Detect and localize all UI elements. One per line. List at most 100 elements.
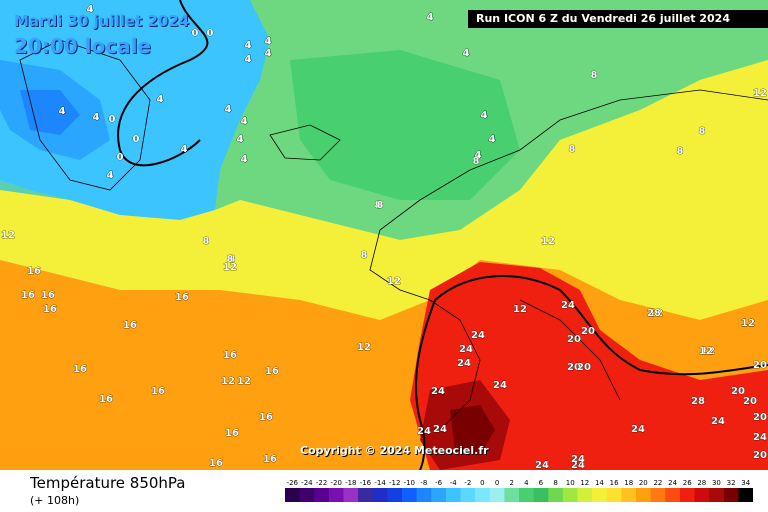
isotherm-label: 4 [59,106,66,117]
isotherm-label: 16 [41,290,55,301]
isotherm-label: 24 [493,380,507,391]
isotherm-label: 8 [677,146,684,157]
legend-swatch [606,488,622,502]
isotherm-label: 12 [741,318,755,329]
isotherm-zero-line [117,0,209,167]
isotherm-label: 16 [209,458,223,469]
isotherm-label: 24 [417,426,431,437]
legend-label: 30 [712,479,721,487]
isotherm-label: 24 [711,416,725,427]
legend-label: 26 [683,479,692,487]
isotherm-twenty-line [415,275,768,470]
legend-swatch [723,488,739,502]
isotherm-label: 16 [263,454,277,465]
isotherm-label: 24 [459,344,473,355]
legend-swatch [431,488,447,502]
legend-swatch [665,488,681,502]
forecast-date: Mardi 30 juillet 2024 [14,12,190,30]
isotherm-label: 20 [753,360,767,371]
isotherm-label: 12 [237,376,251,387]
isotherm-label: 4 [265,48,272,59]
legend-label: 16 [610,479,619,487]
isotherm-label: 24 [753,432,767,443]
isotherm-label: 12 [701,346,715,357]
cold-zone-cyan [0,0,270,220]
isotherm-label: 4 [245,40,252,51]
isotherm-label: 4 [157,94,164,105]
isotherm-label: 8 [361,250,368,261]
isotherm-label: 0 [117,152,124,163]
isotherm-label: 12 [649,308,663,319]
legend-label: -2 [464,479,471,487]
legend-label: 28 [697,479,706,487]
legend-swatch [650,488,666,502]
legend-label: -18 [345,479,356,487]
isotherm-label: 12 [699,346,713,357]
legend-label: -6 [435,479,443,487]
legend-swatch [475,488,491,502]
legend-label: -14 [374,479,386,487]
legend-swatch [343,488,359,502]
legend-label: 10 [566,479,575,487]
mild-zone-yellow [0,60,768,320]
legend-swatch [489,488,505,502]
legend-label: 6 [539,479,544,487]
copyright-text: Copyright © 2024 Meteociel.fr [300,444,489,457]
coastline-greenland [19,39,151,191]
isotherm-label: 16 [175,292,189,303]
coastline-iceland [269,124,341,161]
isotherm-label: 8 [375,200,382,211]
legend-label: 18 [624,479,633,487]
isotherm-label: 28 [647,308,661,319]
legend-label: 0 [480,479,484,487]
isotherm-label: 20 [743,396,757,407]
legend-label: -8 [420,479,427,487]
legend-swatch [445,488,461,502]
legend-label: 22 [653,479,662,487]
legend-swatch [285,488,301,502]
isotherm-label: 16 [259,412,273,423]
isotherm-label: 16 [21,290,35,301]
legend-label: 12 [580,479,589,487]
isotherm-label: 8 [227,254,234,265]
isotherm-label: 16 [265,366,279,377]
isotherm-label: 12 [221,376,235,387]
isotherm-label: 24 [631,424,645,435]
isotherm-label: 0 [109,114,116,125]
isotherm-label: 8 [203,236,210,247]
legend-label: -12 [389,479,400,487]
legend-swatch [636,488,652,502]
lead-time: (+ 108h) [30,494,80,507]
legend-label: -26 [287,479,299,487]
cold-zone-deepblue [20,90,80,135]
isotherm-label: 8 [229,254,236,265]
color-legend: -26 -24 -22 -20 -18 -16 -14 -12 -10 -8 -6 -4 -2 0 0 2 4 6… [285,479,753,502]
isotherm-label: 4 [93,112,100,123]
isotherm-label: 24 [535,460,549,470]
isotherm-label: 24 [431,386,445,397]
isotherm-label: 20 [577,362,591,373]
legend-swatch [709,488,725,502]
isotherm-label: 16 [223,350,237,361]
legend-swatch [314,488,330,502]
legend-swatch [577,488,593,502]
legend-label: -20 [330,479,341,487]
coastline-europe [369,89,768,431]
legend-swatch [533,488,549,502]
legend-label: -4 [450,479,458,487]
isotherm-label: 4 [265,36,272,47]
isotherm-label: 16 [123,320,137,331]
legend-swatch [358,488,374,502]
isotherm-label: 4 [475,150,482,161]
legend-label: 0 [495,479,499,487]
isotherm-label: 8 [473,156,480,167]
isotherm-label: 12 [223,262,237,273]
isotherm-label: 12 [541,236,555,247]
isotherm-label: 28 [691,396,705,407]
legend-label: -16 [360,479,372,487]
legend-swatch [504,488,520,502]
isotherm-label: 4 [107,170,114,181]
isotherm-label: 16 [225,428,239,439]
